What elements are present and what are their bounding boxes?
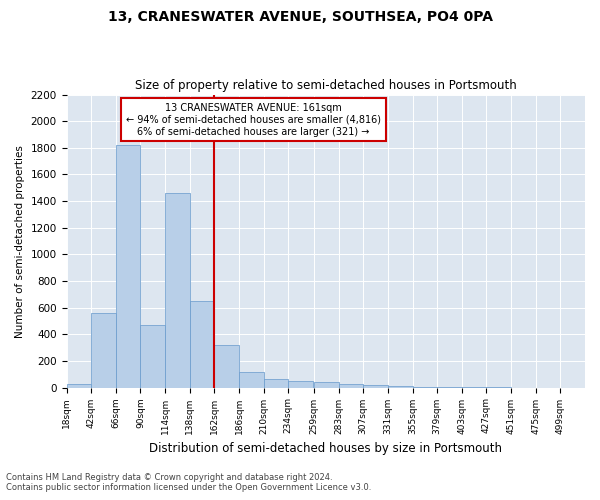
Bar <box>214 345 239 388</box>
Bar <box>263 379 288 388</box>
Bar <box>363 385 388 388</box>
Y-axis label: Number of semi-detached properties: Number of semi-detached properties <box>15 144 25 338</box>
Bar <box>91 313 116 388</box>
Bar <box>116 145 140 388</box>
Bar <box>338 384 363 388</box>
Bar <box>140 325 165 388</box>
Bar <box>388 386 413 388</box>
Bar <box>190 301 214 388</box>
Bar <box>314 382 338 388</box>
Bar <box>288 381 313 388</box>
Text: 13 CRANESWATER AVENUE: 161sqm
← 94% of semi-detached houses are smaller (4,816)
: 13 CRANESWATER AVENUE: 161sqm ← 94% of s… <box>125 104 380 136</box>
Bar <box>67 384 91 388</box>
X-axis label: Distribution of semi-detached houses by size in Portsmouth: Distribution of semi-detached houses by … <box>149 442 502 455</box>
Bar <box>165 193 190 388</box>
Bar <box>413 387 437 388</box>
Text: 13, CRANESWATER AVENUE, SOUTHSEA, PO4 0PA: 13, CRANESWATER AVENUE, SOUTHSEA, PO4 0P… <box>107 10 493 24</box>
Title: Size of property relative to semi-detached houses in Portsmouth: Size of property relative to semi-detach… <box>135 79 517 92</box>
Bar <box>239 372 263 388</box>
Text: Contains HM Land Registry data © Crown copyright and database right 2024.
Contai: Contains HM Land Registry data © Crown c… <box>6 473 371 492</box>
